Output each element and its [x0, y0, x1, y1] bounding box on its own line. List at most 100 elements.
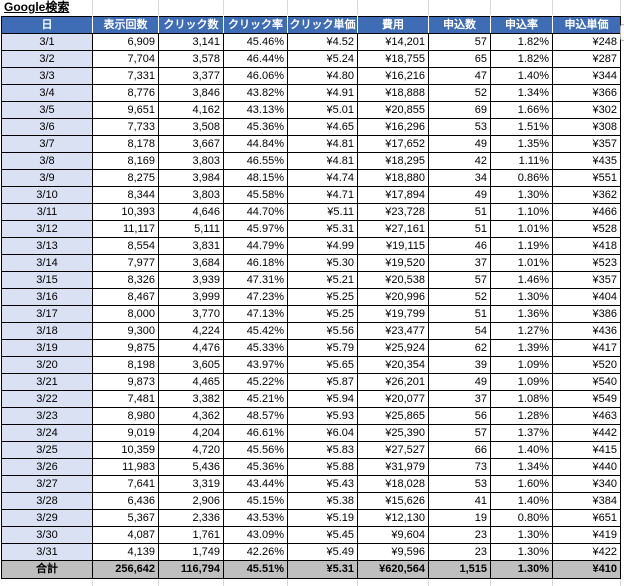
value-cell[interactable]: 1.34% — [490, 458, 553, 476]
value-cell[interactable]: 8,344 — [92, 186, 159, 204]
value-cell[interactable]: 1.51% — [490, 118, 553, 136]
day-cell[interactable]: 3/24 — [1, 424, 93, 442]
value-cell[interactable]: 8,326 — [92, 271, 159, 289]
value-cell[interactable]: 49 — [428, 135, 491, 153]
value-cell[interactable]: ¥16,216 — [357, 67, 429, 85]
value-cell[interactable]: 56 — [428, 407, 491, 425]
day-cell[interactable]: 3/28 — [1, 492, 93, 510]
value-cell[interactable]: 8,467 — [92, 288, 159, 306]
value-cell[interactable]: 73 — [428, 458, 491, 476]
value-cell[interactable]: 3,508 — [158, 118, 224, 136]
value-cell[interactable]: ¥523 — [552, 254, 621, 272]
value-cell[interactable]: ¥12,130 — [357, 509, 429, 527]
value-cell[interactable]: 3,803 — [158, 152, 224, 170]
day-cell[interactable]: 3/21 — [1, 373, 93, 391]
value-cell[interactable]: 8,554 — [92, 237, 159, 255]
value-cell[interactable]: 9,875 — [92, 339, 159, 357]
value-cell[interactable]: 6,436 — [92, 492, 159, 510]
value-cell[interactable]: ¥357 — [552, 271, 621, 289]
value-cell[interactable]: 4,139 — [92, 543, 159, 561]
value-cell[interactable]: 46.61% — [223, 424, 288, 442]
value-cell[interactable]: 3,667 — [158, 135, 224, 153]
value-cell[interactable]: 57 — [428, 33, 491, 51]
value-cell[interactable]: ¥5.38 — [287, 492, 358, 510]
value-cell[interactable]: ¥435 — [552, 152, 621, 170]
value-cell[interactable]: ¥422 — [552, 543, 621, 561]
value-cell[interactable]: 4,465 — [158, 373, 224, 391]
value-cell[interactable]: 57 — [428, 271, 491, 289]
value-cell[interactable]: 1.35% — [490, 135, 553, 153]
value-cell[interactable]: 45.36% — [223, 458, 288, 476]
value-cell[interactable]: 5,436 — [158, 458, 224, 476]
value-cell[interactable]: 7,641 — [92, 475, 159, 493]
value-cell[interactable]: ¥417 — [552, 339, 621, 357]
value-cell[interactable]: 3,141 — [158, 33, 224, 51]
value-cell[interactable]: ¥5.87 — [287, 373, 358, 391]
value-cell[interactable]: 41 — [428, 492, 491, 510]
value-cell[interactable]: 1.09% — [490, 373, 553, 391]
value-cell[interactable]: ¥344 — [552, 67, 621, 85]
value-cell[interactable]: 3,770 — [158, 305, 224, 323]
day-cell[interactable]: 3/18 — [1, 322, 93, 340]
value-cell[interactable]: ¥340 — [552, 475, 621, 493]
value-cell[interactable]: ¥5.83 — [287, 441, 358, 459]
value-cell[interactable]: 1.40% — [490, 441, 553, 459]
value-cell[interactable]: ¥5.49 — [287, 543, 358, 561]
total-value-cell[interactable]: ¥410 — [552, 560, 621, 579]
value-cell[interactable]: ¥4.80 — [287, 67, 358, 85]
value-cell[interactable]: ¥5.94 — [287, 390, 358, 408]
value-cell[interactable]: ¥5.11 — [287, 203, 358, 221]
value-cell[interactable]: 1.46% — [490, 271, 553, 289]
value-cell[interactable]: 4,162 — [158, 101, 224, 119]
value-cell[interactable]: 34 — [428, 169, 491, 187]
value-cell[interactable]: ¥5.19 — [287, 509, 358, 527]
value-cell[interactable]: ¥19,115 — [357, 237, 429, 255]
value-cell[interactable]: ¥18,880 — [357, 169, 429, 187]
value-cell[interactable]: ¥551 — [552, 169, 621, 187]
day-cell[interactable]: 3/31 — [1, 543, 93, 561]
value-cell[interactable]: 1.11% — [490, 152, 553, 170]
value-cell[interactable]: ¥20,996 — [357, 288, 429, 306]
value-cell[interactable]: ¥4.71 — [287, 186, 358, 204]
day-cell[interactable]: 3/14 — [1, 254, 93, 272]
value-cell[interactable]: ¥549 — [552, 390, 621, 408]
value-cell[interactable]: ¥19,520 — [357, 254, 429, 272]
value-cell[interactable]: 45.46% — [223, 33, 288, 51]
value-cell[interactable]: 1.82% — [490, 50, 553, 68]
value-cell[interactable]: 4,204 — [158, 424, 224, 442]
value-cell[interactable]: 3,939 — [158, 271, 224, 289]
value-cell[interactable]: 39 — [428, 356, 491, 374]
value-cell[interactable]: 51 — [428, 305, 491, 323]
value-cell[interactable]: ¥362 — [552, 186, 621, 204]
value-cell[interactable]: 1.30% — [490, 186, 553, 204]
value-cell[interactable]: ¥9,604 — [357, 526, 429, 544]
column-header-3[interactable]: クリック率 — [223, 16, 288, 34]
value-cell[interactable]: ¥5.79 — [287, 339, 358, 357]
value-cell[interactable]: 1.30% — [490, 543, 553, 561]
value-cell[interactable]: 43.53% — [223, 509, 288, 527]
value-cell[interactable]: 1.09% — [490, 356, 553, 374]
value-cell[interactable]: 43.13% — [223, 101, 288, 119]
value-cell[interactable]: 10,393 — [92, 203, 159, 221]
value-cell[interactable]: ¥14,201 — [357, 33, 429, 51]
day-cell[interactable]: 3/17 — [1, 305, 93, 323]
value-cell[interactable]: 3,578 — [158, 50, 224, 68]
value-cell[interactable]: 45.97% — [223, 220, 288, 238]
value-cell[interactable]: 69 — [428, 101, 491, 119]
value-cell[interactable]: ¥4.81 — [287, 135, 358, 153]
value-cell[interactable]: 3,846 — [158, 84, 224, 102]
value-cell[interactable]: ¥404 — [552, 288, 621, 306]
value-cell[interactable]: 45.33% — [223, 339, 288, 357]
value-cell[interactable]: 4,224 — [158, 322, 224, 340]
value-cell[interactable]: ¥4.65 — [287, 118, 358, 136]
day-cell[interactable]: 3/25 — [1, 441, 93, 459]
value-cell[interactable]: 7,481 — [92, 390, 159, 408]
value-cell[interactable]: 1.01% — [490, 220, 553, 238]
value-cell[interactable]: 3,831 — [158, 237, 224, 255]
value-cell[interactable]: 4,720 — [158, 441, 224, 459]
value-cell[interactable]: 9,651 — [92, 101, 159, 119]
value-cell[interactable]: ¥25,865 — [357, 407, 429, 425]
value-cell[interactable]: 1.19% — [490, 237, 553, 255]
day-cell[interactable]: 3/7 — [1, 135, 93, 153]
value-cell[interactable]: 1,749 — [158, 543, 224, 561]
